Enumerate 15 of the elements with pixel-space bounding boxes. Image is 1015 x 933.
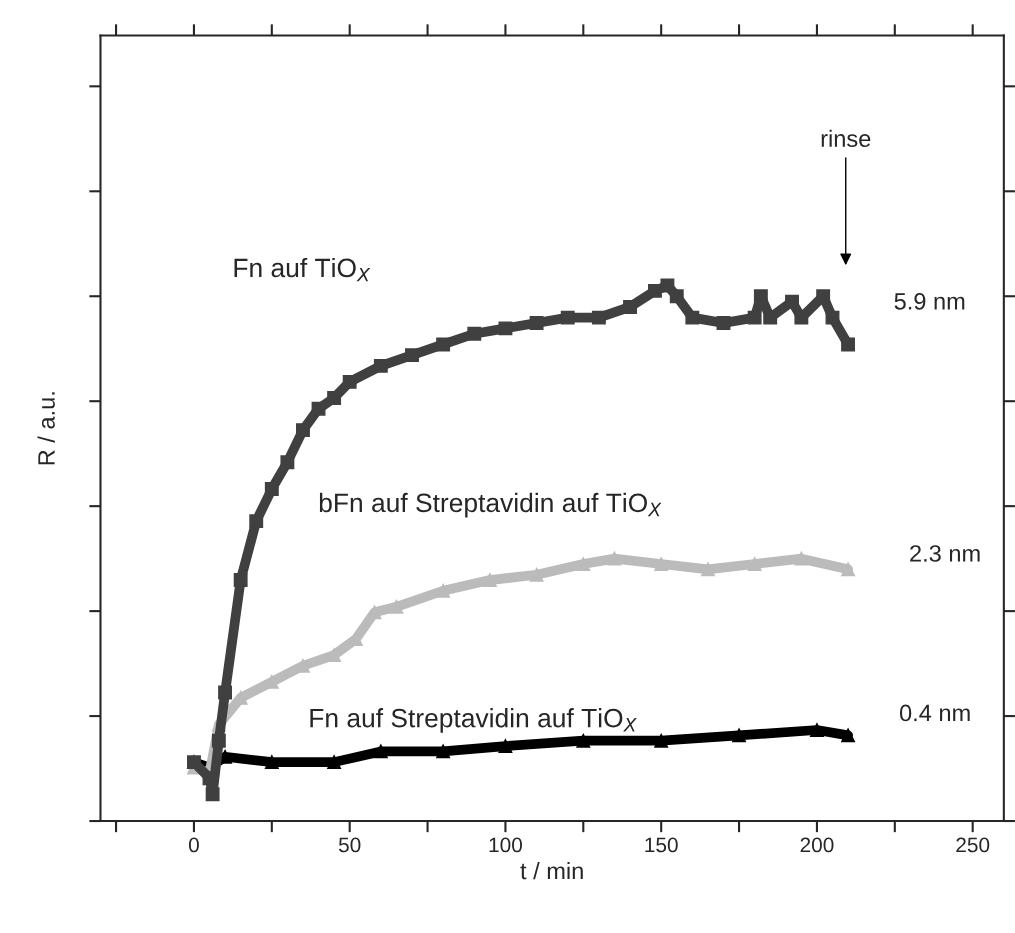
- x-tick-label: 250: [956, 837, 990, 853]
- annotation: 0.4 nm: [899, 704, 970, 722]
- series-label: Fn auf Streptavidin auf TiO$_{X}$: [310, 708, 637, 733]
- text: Fn auf TiO$_{X}$: [234, 257, 371, 282]
- x-tick-label: 50: [338, 837, 361, 853]
- x-tick-label: 150: [645, 837, 678, 853]
- y-axis-title: R / a.u.: [37, 392, 55, 465]
- series-label: bFn auf Streptavidin auf TiO$_{X}$: [319, 492, 662, 518]
- x-tick-label: 0: [188, 837, 199, 853]
- text: rinse: [821, 129, 871, 148]
- annotation: 5.9 nm: [894, 292, 965, 310]
- x-axis-title: t / min: [520, 861, 583, 880]
- x-tick-label: 200: [800, 837, 834, 853]
- x-tick-label: 100: [489, 837, 522, 853]
- annotation: 2.3 nm: [910, 545, 980, 562]
